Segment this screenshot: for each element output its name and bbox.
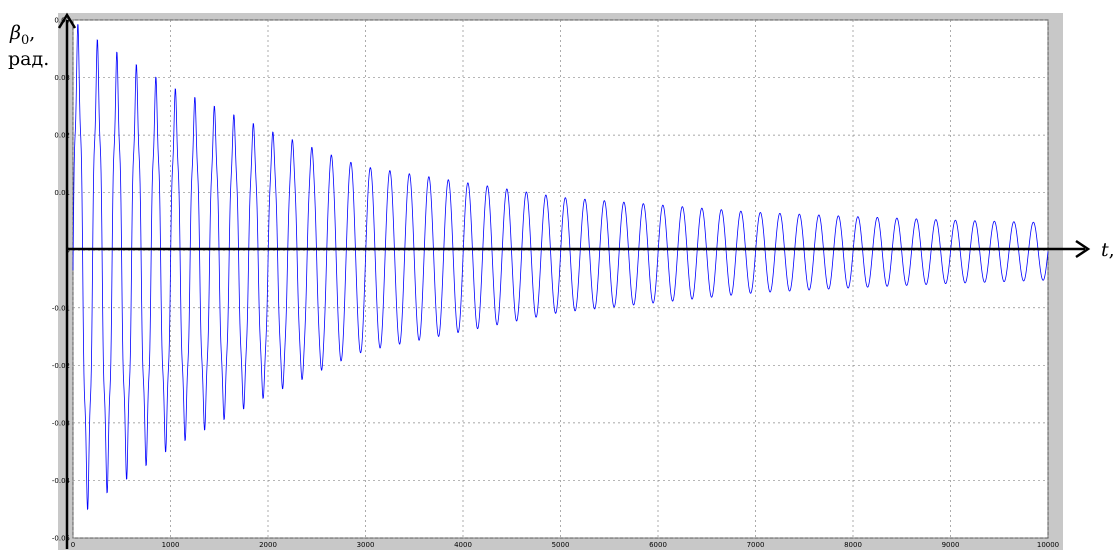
x-tick-label: 6000 bbox=[649, 541, 667, 549]
x-tick-label: 1000 bbox=[162, 541, 180, 549]
x-tick-label: 8000 bbox=[844, 541, 862, 549]
y-tick-label: -0.03 bbox=[52, 419, 70, 427]
y-axis-arrow-icon bbox=[57, 12, 77, 29]
x-tick-label: 3000 bbox=[357, 541, 375, 549]
x-tick-label: 10000 bbox=[1037, 541, 1059, 549]
y-tick-label: -0.02 bbox=[52, 362, 70, 370]
x-tick-labels: 0 1000 2000 3000 4000 5000 6000 7000 8000 9000 100… bbox=[71, 541, 1059, 549]
x-tick-label: 5000 bbox=[552, 541, 570, 549]
y-tick-label: -0.05 bbox=[52, 535, 70, 543]
x-tick-label: 4000 bbox=[454, 541, 472, 549]
x-axis-arrow-icon bbox=[1075, 239, 1091, 259]
y-tick-label: 0.01 bbox=[54, 189, 70, 197]
x-tick-label: 2000 bbox=[259, 541, 277, 549]
y-axis-unit: рад. bbox=[8, 48, 49, 70]
y-tick-label: -0.01 bbox=[52, 304, 70, 312]
y-axis-label: β0, bbox=[9, 22, 35, 48]
y-tick-label: 0.02 bbox=[54, 132, 70, 140]
y-tick-label: 0.03 bbox=[54, 74, 70, 82]
x-tick-label: 0 bbox=[71, 541, 75, 549]
y-tick-label: -0.04 bbox=[52, 477, 71, 485]
x-tick-label: 7000 bbox=[747, 541, 765, 549]
grid bbox=[72, 19, 1049, 539]
x-tick-label: 9000 bbox=[942, 541, 960, 549]
series-line-beta0 bbox=[72, 24, 1049, 511]
x-axis-label: t, c bbox=[1101, 239, 1119, 261]
